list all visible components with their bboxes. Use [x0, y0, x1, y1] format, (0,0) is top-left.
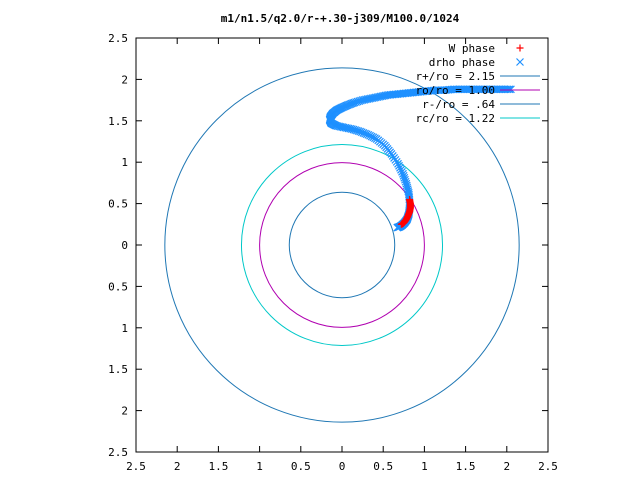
x-tick-label: 0.5	[373, 460, 393, 473]
circle-r	[164, 67, 520, 423]
y-tick-label: 2	[121, 405, 128, 418]
legend-label: r+/ro = 2.15	[416, 70, 495, 83]
x-tick-label: 2	[503, 460, 510, 473]
legend-label: r-/ro = .64	[422, 98, 495, 111]
legend-label: ro/ro = 1.00	[416, 84, 495, 97]
y-tick-label: 2	[121, 73, 128, 86]
y-tick-label: 2.5	[108, 32, 128, 45]
x-tick-label: 1.5	[208, 460, 228, 473]
y-tick-label: 1.5	[108, 115, 128, 128]
x-tick-label: 0.5	[291, 460, 311, 473]
chart-title: m1/n1.5/q2.0/r-+.30-j309/M100.0/1024	[221, 12, 460, 25]
y-tick-label: 1.5	[108, 363, 128, 376]
legend-label: drho phase	[429, 56, 495, 69]
y-tick-label: 1	[121, 156, 128, 169]
y-tick-label: 0.5	[108, 198, 128, 211]
drho-phase-point	[395, 161, 403, 170]
x-tick-label: 1	[256, 460, 263, 473]
axis-ticks	[135, 37, 549, 453]
legend-label: rc/ro = 1.22	[416, 112, 495, 125]
drho-phase-point	[338, 123, 347, 132]
x-tick-label: 2.5	[126, 460, 146, 473]
x-tick-label: 1	[421, 460, 428, 473]
y-tick-label: 1	[121, 322, 128, 335]
drho-phase-point	[394, 159, 402, 168]
circle-r	[288, 191, 396, 299]
legend-marker	[516, 44, 524, 52]
x-tick-label: 2.5	[538, 460, 558, 473]
drho-phase-point	[397, 165, 405, 174]
y-tick-labels: 2.5 2 1.5 1 0.5 0 0.5 1 1.5 2 2.5	[108, 32, 128, 459]
legend-label: W phase	[449, 42, 495, 55]
x-tick-labels: 2.5 2 1.5 1 0.5 0 0.5 1 1.5 2 2.5	[126, 460, 558, 473]
circle-ro	[259, 162, 425, 328]
drho-phase-point	[396, 163, 404, 172]
x-tick-label: 2	[174, 460, 181, 473]
w-phase-point	[397, 220, 405, 228]
y-tick-label: 2.5	[108, 446, 128, 459]
circle-rc	[240, 143, 444, 347]
drho-phase-point	[393, 223, 402, 232]
x-tick-label: 1.5	[456, 460, 476, 473]
y-tick-label: 0.5	[108, 280, 128, 293]
data-points	[325, 85, 515, 232]
x-tick-label: 0	[339, 460, 346, 473]
y-tick-label: 0	[121, 239, 128, 252]
reference-circles	[164, 67, 520, 423]
legend-marker	[516, 58, 524, 66]
drho-phase-point	[336, 122, 345, 131]
drho-phase-point	[398, 167, 406, 176]
